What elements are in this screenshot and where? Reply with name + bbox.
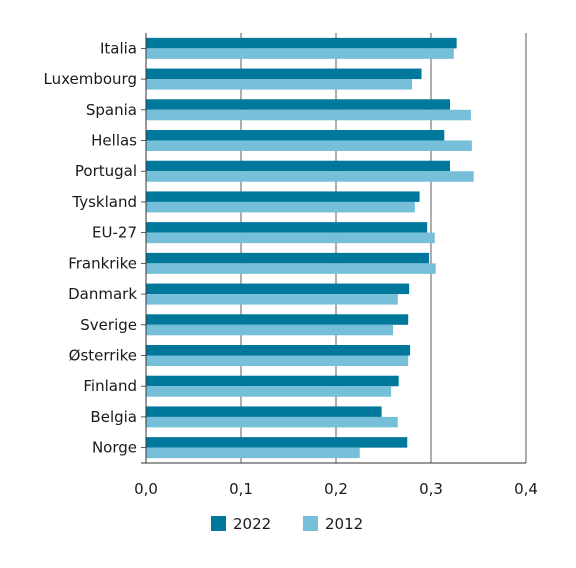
legend-label-2022: 2022 (233, 515, 271, 533)
bar-2022-østerrike (146, 345, 411, 356)
legend: 2022 2012 (211, 515, 363, 533)
bar-2022-norge (146, 437, 408, 448)
legend-swatch-2012 (303, 516, 318, 531)
bar-2012-portugal (146, 171, 474, 182)
bar-2022-sverige (146, 314, 409, 325)
x-tick-label: 0,2 (324, 480, 348, 498)
grid-lines (240, 33, 527, 463)
bar-2012-spania (146, 109, 471, 121)
bar-2012-norge (146, 447, 360, 459)
bar-2012-tyskland (146, 201, 415, 213)
bar-2012-hellas (146, 140, 472, 151)
bar-2022-portugal (146, 160, 450, 172)
bar-2022-eu-27 (146, 222, 428, 233)
bar-2022-frankrike (146, 252, 430, 264)
bar-2012-italia (146, 48, 454, 59)
x-tick-label: 0,3 (419, 480, 443, 498)
bar-2022-tyskland (146, 191, 420, 202)
x-tick-label: 0,4 (514, 480, 538, 498)
bar-2022-finland (146, 375, 399, 387)
bar-2022-hellas (146, 130, 445, 141)
bars (146, 37, 474, 459)
category-labels: Italia Luxembourg Spania Hellas Portugal Tysk… (44, 39, 138, 456)
x-tick-label: 0,0 (134, 480, 158, 498)
bar-2022-danmark (146, 283, 410, 295)
legend-label-2012: 2012 (325, 515, 363, 533)
bar-2012-belgia (146, 416, 398, 428)
category-label: Finland (83, 377, 137, 395)
category-label: Østerrike (69, 347, 137, 365)
bar-2022-spania (146, 99, 450, 110)
category-label: Spania (86, 101, 137, 119)
legend-swatch-2022 (211, 516, 226, 531)
category-label: Frankrike (68, 254, 137, 272)
bar-2022-italia (146, 37, 457, 49)
category-label: Portugal (75, 162, 137, 180)
bar-2012-eu-27 (146, 232, 435, 244)
category-label: Norge (92, 439, 137, 457)
category-label: Tyskland (71, 193, 137, 211)
bar-2022-belgia (146, 406, 382, 417)
axes (141, 33, 526, 464)
bar-2012-østerrike (146, 355, 409, 366)
bar-2012-danmark (146, 294, 398, 305)
category-label: EU-27 (92, 224, 137, 242)
bar-2012-sverige (146, 324, 393, 336)
category-label: Luxembourg (44, 70, 138, 88)
x-tick-label: 0,1 (229, 480, 253, 498)
bar-2022-luxembourg (146, 68, 422, 80)
category-label: Danmark (68, 285, 137, 303)
x-tick-labels: 0,0 0,1 0,2 0,3 0,4 (134, 480, 538, 498)
category-label: Italia (100, 39, 137, 57)
bar-2012-finland (146, 386, 392, 397)
category-label: Hellas (91, 132, 137, 150)
bar-2012-luxembourg (146, 79, 412, 90)
category-label: Belgia (90, 408, 137, 426)
category-label: Sverige (80, 316, 137, 334)
bar-2012-frankrike (146, 263, 436, 274)
